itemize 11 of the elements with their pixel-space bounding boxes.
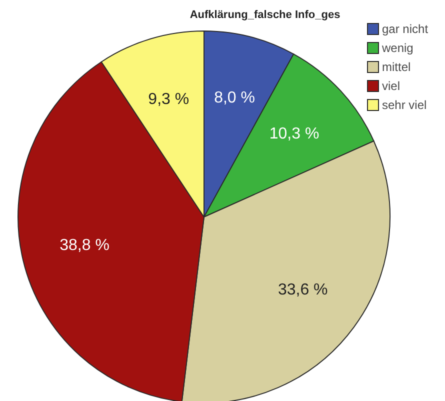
data-label: 10,3 % bbox=[269, 125, 320, 142]
legend-label: wenig bbox=[382, 40, 414, 54]
legend-label: sehr viel bbox=[382, 98, 427, 112]
chart-title: Aufklärung_falsche Info_ges bbox=[188, 9, 342, 21]
legend-label: viel bbox=[382, 78, 400, 92]
data-label: 38,8 % bbox=[60, 236, 110, 254]
data-label: 9,3 % bbox=[148, 90, 190, 108]
data-label: 8,0 % bbox=[214, 90, 255, 107]
legend-label: mittel bbox=[382, 60, 411, 74]
legend-label: gar nicht bbox=[382, 22, 428, 36]
data-label: 33,6 % bbox=[278, 281, 328, 298]
